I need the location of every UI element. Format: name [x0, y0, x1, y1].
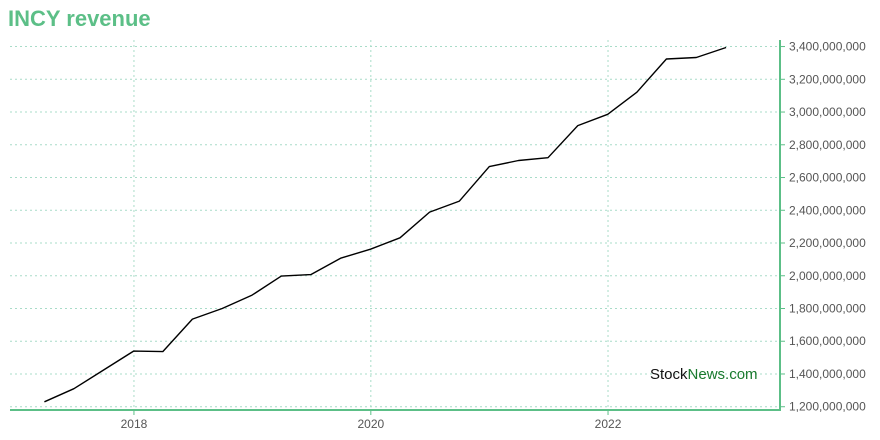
- data-point: [191, 318, 194, 321]
- data-point: [221, 307, 224, 310]
- data-point: [517, 159, 520, 162]
- y-tick-label: 2,800,000,000: [789, 138, 866, 152]
- revenue-line: [44, 46, 727, 403]
- data-point: [251, 294, 254, 297]
- x-tick-label: 2018: [121, 417, 148, 431]
- chart-title: INCY revenue: [8, 6, 151, 31]
- y-tick-label: 2,400,000,000: [789, 203, 866, 217]
- watermark: StockNews.com: [650, 366, 758, 383]
- data-point: [488, 165, 491, 168]
- data-point: [546, 156, 549, 159]
- watermark-stock: Stock: [650, 366, 688, 383]
- data-point: [132, 350, 135, 353]
- series-layer: [43, 46, 728, 403]
- data-point: [458, 200, 461, 203]
- data-point: [339, 257, 342, 260]
- data-point: [399, 236, 402, 239]
- y-tick-label: 1,600,000,000: [789, 334, 866, 348]
- y-tick-label: 1,200,000,000: [789, 400, 866, 414]
- data-point: [695, 56, 698, 59]
- data-point: [576, 124, 579, 127]
- y-tick-label: 1,400,000,000: [789, 367, 866, 381]
- y-tick-label: 3,200,000,000: [789, 72, 866, 86]
- y-tick-label: 3,000,000,000: [789, 105, 866, 119]
- y-tick-label: 2,200,000,000: [789, 236, 866, 250]
- data-point: [102, 368, 105, 371]
- data-point: [635, 91, 638, 94]
- x-tick-label: 2022: [595, 417, 622, 431]
- data-point: [665, 57, 668, 60]
- data-point: [43, 400, 46, 403]
- data-point: [161, 350, 164, 353]
- y-tick-label: 1,800,000,000: [789, 301, 866, 315]
- data-point: [369, 248, 372, 251]
- y-tick-label: 3,400,000,000: [789, 40, 866, 54]
- watermark-dotcom: .com: [725, 366, 758, 383]
- data-point: [606, 113, 609, 116]
- data-point: [309, 273, 312, 276]
- y-tick-label: 2,600,000,000: [789, 171, 866, 185]
- x-tick-label: 2020: [357, 417, 384, 431]
- data-point: [428, 211, 431, 214]
- watermark-news: News: [688, 366, 726, 383]
- data-point: [72, 387, 75, 390]
- y-tick-label: 2,000,000,000: [789, 269, 866, 283]
- plot-area: [10, 40, 780, 410]
- axis-layer: 1,200,000,000 1,400,000,000 1,600,000,000 1…: [10, 40, 866, 431]
- grid-layer: [10, 40, 780, 410]
- data-point: [725, 46, 728, 49]
- data-point: [280, 275, 283, 278]
